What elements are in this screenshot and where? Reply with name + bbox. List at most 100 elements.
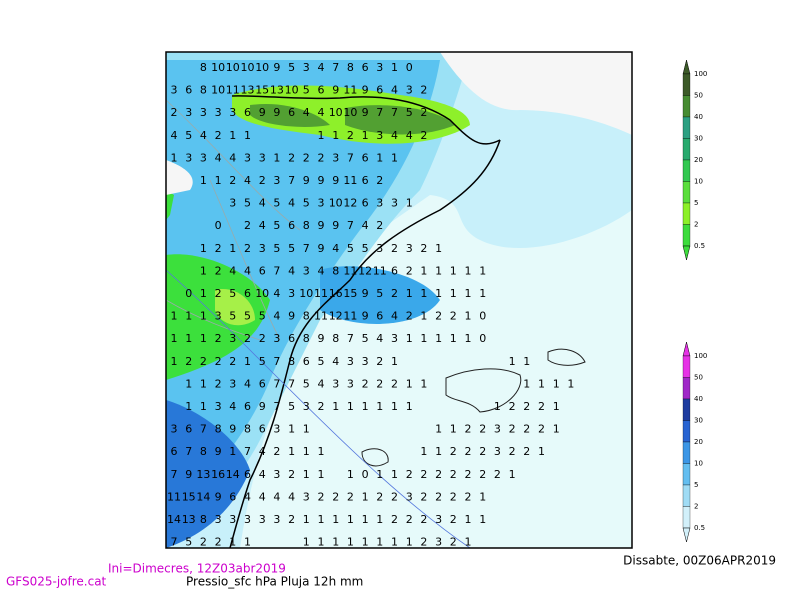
grid-value: 5 (185, 536, 192, 549)
grid-value: 1 (318, 513, 325, 526)
grid-value: 3 (288, 287, 295, 300)
grid-value: 3 (303, 400, 310, 413)
grid-value: 5 (259, 355, 266, 368)
colorbar-label: 30 (694, 135, 703, 143)
grid-value: 1 (376, 400, 383, 413)
grid-value: 8 (347, 61, 354, 74)
grid-value: 2 (450, 490, 457, 503)
grid-value: 2 (215, 536, 222, 549)
grid-value: 2 (362, 377, 369, 390)
colorbar-tip (682, 245, 691, 261)
grid-value: 1 (420, 287, 427, 300)
grid-value: 8 (303, 332, 310, 345)
grid-value: 1 (362, 400, 369, 413)
grid-value: 9 (332, 219, 339, 232)
grid-value: 16 (329, 287, 343, 300)
grid-value: 1 (450, 264, 457, 277)
grid-value: 3 (406, 242, 413, 255)
precip-colorbar: 100 50 40 30 20 10 5 2 0.5 (682, 59, 707, 261)
grid-value: 4 (200, 129, 207, 142)
grid-value: 11 (373, 264, 387, 277)
grid-value: 0 (479, 332, 486, 345)
grid-value: 6 (318, 84, 325, 97)
grid-value: 1 (420, 310, 427, 323)
grid-value: 3 (347, 377, 354, 390)
grid-value: 7 (273, 377, 280, 390)
grid-value: 4 (406, 129, 413, 142)
grid-value: 1 (479, 287, 486, 300)
grid-value: 1 (553, 377, 560, 390)
grid-value: 4 (244, 264, 251, 277)
grid-value: 8 (332, 332, 339, 345)
grid-value: 1 (362, 129, 369, 142)
grid-value: 1 (185, 310, 192, 323)
grid-value: 6 (259, 264, 266, 277)
grid-value: 9 (185, 468, 192, 481)
grid-value: 1 (273, 151, 280, 164)
grid-value: 2 (465, 423, 472, 436)
grid-value: 9 (259, 106, 266, 119)
grid-value: 4 (259, 468, 266, 481)
grid-value: 0 (362, 468, 369, 481)
grid-value: 7 (171, 536, 178, 549)
grid-value: 1 (347, 400, 354, 413)
grid-value: 10 (255, 287, 269, 300)
grid-value: 3 (273, 332, 280, 345)
grid-value: 2 (215, 377, 222, 390)
grid-value: 1 (406, 400, 413, 413)
colorbar-label: 40 (694, 395, 703, 403)
grid-value: 9 (229, 423, 236, 436)
grid-value: 1 (244, 536, 251, 549)
grid-value: 9 (318, 174, 325, 187)
grid-value: 3 (229, 197, 236, 210)
valid-time: Dissabte, 00Z06APR2019 (623, 554, 776, 568)
grid-value: 7 (347, 151, 354, 164)
grid-value: 2 (200, 536, 207, 549)
grid-value: 4 (259, 490, 266, 503)
grid-value: 4 (362, 219, 369, 232)
grid-value: 1 (288, 445, 295, 458)
grid-value: 1 (229, 445, 236, 458)
grid-value: 5 (288, 242, 295, 255)
grid-value: 9 (318, 332, 325, 345)
grid-value: 4 (332, 242, 339, 255)
grid-value: 1 (244, 129, 251, 142)
border-pyrenees (231, 95, 501, 145)
grid-value: 4 (288, 264, 295, 277)
grid-value: 1 (362, 490, 369, 503)
colorbar-label: 20 (694, 438, 703, 446)
grid-value: 11 (343, 174, 357, 187)
grid-value: 4 (259, 197, 266, 210)
grid-value: 1 (538, 377, 545, 390)
grid-value: 13 (196, 468, 210, 481)
grid-value: 1 (391, 400, 398, 413)
grid-value: 9 (273, 106, 280, 119)
grid-value: 3 (259, 242, 266, 255)
grid-value: 3 (185, 151, 192, 164)
grid-value: 4 (273, 287, 280, 300)
grid-value: 1 (450, 423, 457, 436)
grid-value: 2 (494, 468, 501, 481)
grid-value: 2 (215, 287, 222, 300)
grid-value: 10 (285, 84, 299, 97)
grid-value: 1 (200, 174, 207, 187)
grid-value: 1 (347, 513, 354, 526)
colorbar-segment (682, 73, 691, 96)
grid-value: 2 (171, 106, 178, 119)
grid-value: 5 (288, 61, 295, 74)
colorbar-segment (682, 138, 691, 161)
grid-value: 5 (288, 400, 295, 413)
grid-value: 2 (185, 355, 192, 368)
grid-value: 5 (347, 242, 354, 255)
grid-value: 6 (259, 377, 266, 390)
grid-value: 2 (391, 513, 398, 526)
grid-value: 4 (259, 445, 266, 458)
grid-value: 9 (318, 219, 325, 232)
grid-value: 4 (244, 174, 251, 187)
grid-value: 9 (332, 174, 339, 187)
grid-value: 5 (185, 129, 192, 142)
grid-value: 6 (288, 106, 295, 119)
map-area: 8 10 10 10 10 9 5 3 4 7 8 6 3 1 03 6 8 10 11 13 15 13 10 5 6 9 11 9… (166, 52, 632, 549)
grid-value: 1 (303, 445, 310, 458)
